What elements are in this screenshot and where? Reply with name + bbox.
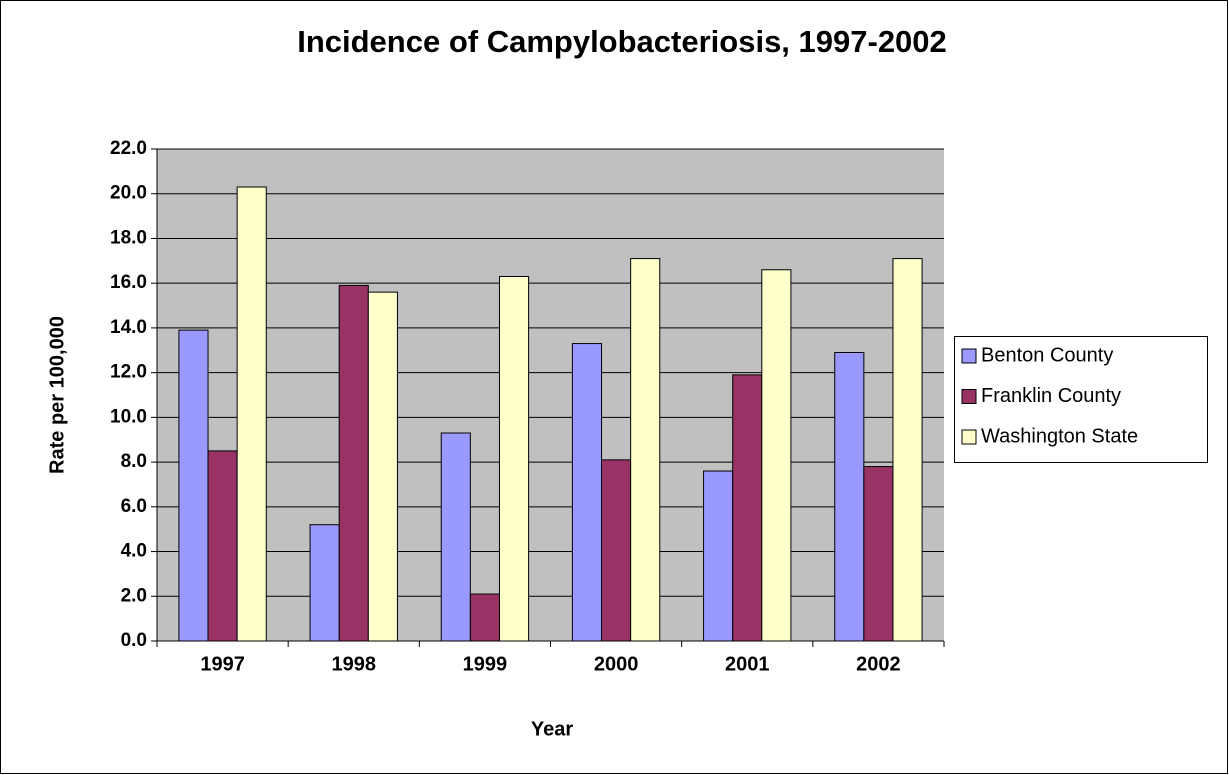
bar [498, 275, 530, 642]
x-tick-label: 2002 [856, 653, 901, 675]
y-tick-label: 10.0 [110, 406, 147, 427]
y-tick-label: 6.0 [121, 496, 147, 517]
bar [367, 291, 398, 642]
x-axis-label: Year [531, 718, 573, 740]
y-tick-label: 18.0 [110, 227, 147, 248]
legend-label: Benton County [981, 344, 1113, 366]
y-tick-label: 20.0 [110, 183, 147, 204]
bar [732, 374, 763, 642]
bar [440, 432, 471, 642]
bar [236, 186, 267, 642]
legend-swatch [961, 429, 977, 445]
y-tick-label: 4.0 [121, 541, 147, 562]
bar [761, 269, 792, 642]
x-tick-label: 1999 [463, 653, 508, 675]
y-tick-label: 0.0 [121, 630, 147, 651]
bar [309, 524, 340, 642]
legend [954, 336, 1208, 463]
legend-swatch [961, 348, 977, 364]
bar [469, 593, 500, 642]
y-tick-label: 14.0 [110, 317, 147, 338]
plot-area [157, 149, 944, 641]
bar [601, 459, 632, 642]
bar [703, 470, 734, 642]
y-axis-label: Rate per 100,000 [46, 316, 68, 474]
x-tick-label: 2001 [725, 653, 770, 675]
legend-label: Washington State [981, 425, 1138, 447]
bar [834, 352, 865, 642]
chart-title: Incidence of Campylobacteriosis, 1997-20… [297, 24, 947, 59]
y-tick-label: 12.0 [110, 362, 147, 383]
x-tick-label: 1997 [200, 653, 245, 675]
legend-swatch [961, 389, 977, 404]
bar [892, 258, 923, 642]
bar [863, 466, 894, 642]
x-tick-label: 2000 [594, 653, 639, 675]
x-tick-label: 1998 [332, 653, 377, 675]
bar [571, 343, 603, 642]
bar [630, 258, 661, 642]
bar [178, 329, 209, 642]
y-tick-label: 2.0 [121, 585, 147, 606]
legend-label: Franklin County [981, 385, 1121, 407]
y-tick-label: 16.0 [110, 272, 147, 293]
y-tick-label: 22.0 [110, 138, 147, 159]
bar [338, 284, 369, 642]
bar [207, 450, 238, 642]
y-tick-label: 8.0 [121, 451, 147, 472]
